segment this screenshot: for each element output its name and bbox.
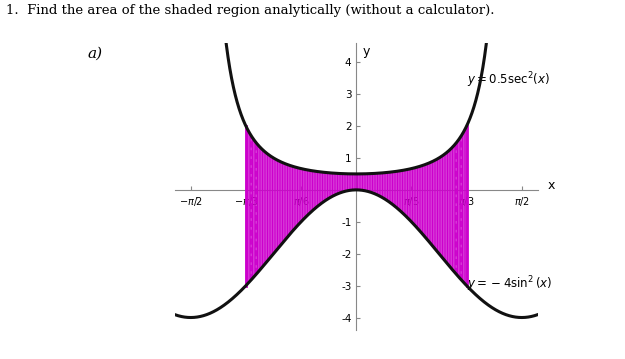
Text: x: x [548, 178, 556, 192]
Text: $y = 0.5\mathrm{sec}^2(x)$: $y = 0.5\mathrm{sec}^2(x)$ [467, 71, 550, 90]
Text: $y = -4\sin^2(x)$: $y = -4\sin^2(x)$ [467, 275, 552, 294]
Text: 1.  Find the area of the shaded region analytically (without a calculator).: 1. Find the area of the shaded region an… [6, 4, 495, 17]
Text: y: y [362, 45, 370, 58]
Text: a): a) [88, 47, 103, 61]
